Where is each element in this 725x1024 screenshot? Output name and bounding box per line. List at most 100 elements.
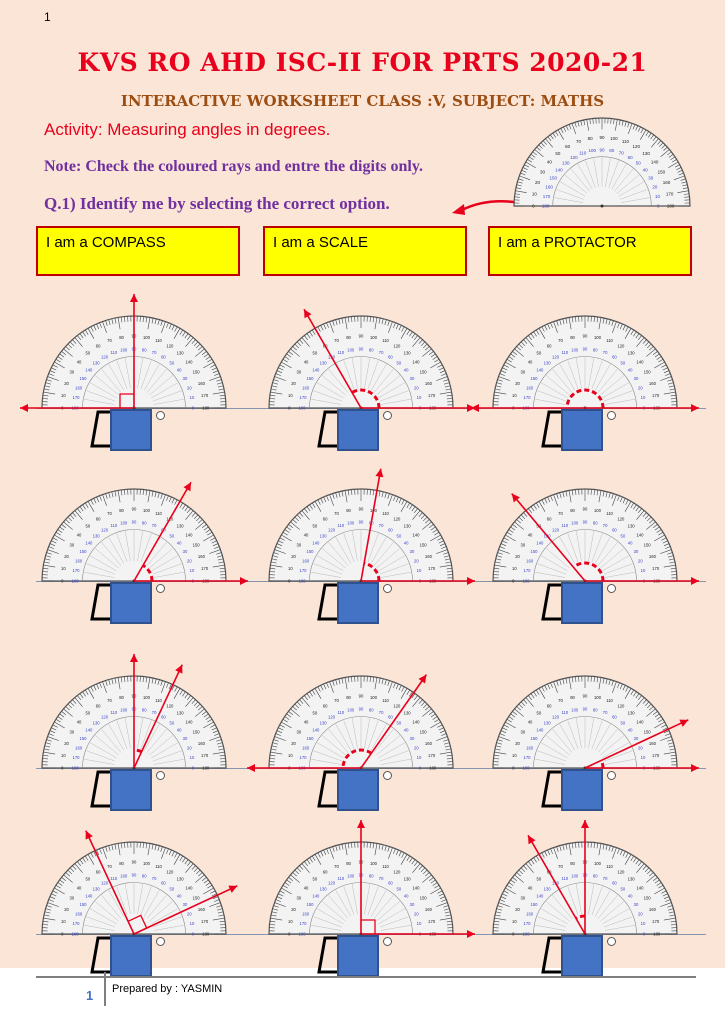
answer-input[interactable] xyxy=(337,769,379,811)
protractor-guide xyxy=(101,895,122,919)
answer-check-radio[interactable] xyxy=(383,937,392,946)
answer-input[interactable] xyxy=(561,582,603,624)
protractor-tick xyxy=(565,677,568,684)
protractor-tick xyxy=(630,689,635,695)
option-protractor[interactable]: I am a PROTACTOR xyxy=(488,226,692,276)
protractor-tick xyxy=(544,685,548,691)
answer-check-radio[interactable] xyxy=(383,411,392,420)
protractor-guide xyxy=(537,916,567,928)
protractor-tick xyxy=(171,325,175,331)
page-title: KVS RO AHD ISC-II FOR PRTS 2020-21 xyxy=(77,48,648,77)
protractor-outer-label: 140 xyxy=(412,532,420,537)
protractor-tick xyxy=(557,129,564,140)
protractor-inner-label: 170 xyxy=(543,194,551,199)
protractor-guide xyxy=(602,382,629,399)
answer-check-radio[interactable] xyxy=(156,937,165,946)
answer-check-radio[interactable] xyxy=(156,771,165,780)
protractor-tick xyxy=(276,896,283,900)
option-scale[interactable]: I am a SCALE xyxy=(263,226,467,276)
protractor-guide xyxy=(379,563,409,575)
protractor-guide xyxy=(567,533,579,563)
protractor-outer-label: 40 xyxy=(528,532,533,537)
protractor-guide xyxy=(149,548,173,569)
protractor-outer-label: 80 xyxy=(570,861,575,866)
answer-input[interactable] xyxy=(561,769,603,811)
protractor-guide xyxy=(559,181,586,197)
answer-check-radio[interactable] xyxy=(383,771,392,780)
protractor-tick xyxy=(292,519,297,524)
protractor-tick xyxy=(525,697,534,707)
protractor-tick xyxy=(640,129,647,140)
protractor-inner-label: 50 xyxy=(397,533,402,538)
protractor-tick xyxy=(439,564,452,568)
protractor-tick xyxy=(432,356,438,360)
answer-input[interactable] xyxy=(337,409,379,451)
protractor-tick xyxy=(401,686,405,692)
angle-ray-arrowhead xyxy=(467,577,475,585)
protractor-inner-label: 10 xyxy=(641,395,646,400)
protractor-tick xyxy=(677,190,689,194)
answer-check-radio[interactable] xyxy=(607,771,616,780)
protractor-tick xyxy=(187,861,191,867)
answer-input[interactable] xyxy=(110,769,152,811)
angle-ray-arrowhead xyxy=(581,820,589,828)
protractor-tick xyxy=(644,701,650,706)
protractor-outer-label: 100 xyxy=(594,861,602,866)
answer-input[interactable] xyxy=(337,935,379,977)
protractor-outer-label: 10 xyxy=(61,919,66,924)
protractor-outer-label: 30 xyxy=(70,543,75,548)
answer-input[interactable] xyxy=(337,582,379,624)
protractor-tick xyxy=(279,890,285,894)
protractor-inner-label: 180 xyxy=(72,578,80,583)
protractor-tick xyxy=(63,708,73,717)
protractor-tick xyxy=(534,149,544,158)
protractor-tick xyxy=(412,863,421,873)
answer-input[interactable] xyxy=(561,935,603,977)
answer-stand xyxy=(90,410,110,448)
answer-input[interactable] xyxy=(110,935,152,977)
answer-check-radio[interactable] xyxy=(383,584,392,593)
protractor-tick xyxy=(201,711,207,715)
protractor-tick xyxy=(47,902,59,907)
protractor-tick xyxy=(378,317,381,324)
protractor-tick xyxy=(203,353,209,358)
answer-check-radio[interactable] xyxy=(607,937,616,946)
answer-input[interactable] xyxy=(110,409,152,451)
protractor-tick xyxy=(211,540,217,544)
answer-check-radio[interactable] xyxy=(156,584,165,593)
page-number-top: 1 xyxy=(44,10,51,24)
protractor-tick xyxy=(398,325,402,331)
protractor-tick xyxy=(497,905,503,908)
protractor-inner-label: 70 xyxy=(379,350,384,355)
protractor-outer-label: 30 xyxy=(521,370,526,375)
protractor-guide xyxy=(313,916,343,928)
protractor-tick xyxy=(414,861,418,867)
answer-check-radio[interactable] xyxy=(156,411,165,420)
protractor-tick xyxy=(430,361,441,369)
protractor-outer-label: 130 xyxy=(177,876,185,881)
protractor-guide xyxy=(376,901,400,922)
protractor-tick xyxy=(173,688,181,699)
answer-check-radio[interactable] xyxy=(607,411,616,420)
protractor-tick xyxy=(184,333,189,339)
protractor-tick xyxy=(562,318,565,325)
protractor-inner-label: 160 xyxy=(302,385,310,390)
answer-input[interactable] xyxy=(110,582,152,624)
answer-check-radio[interactable] xyxy=(607,584,616,593)
protractor-tick xyxy=(493,924,500,926)
protractor-tick xyxy=(406,329,411,335)
protractor-tick xyxy=(395,683,399,690)
protractor-tick xyxy=(571,489,574,496)
protractor-tick xyxy=(195,348,205,357)
answer-stand xyxy=(541,770,561,808)
protractor-tick xyxy=(278,367,284,371)
answer-input[interactable] xyxy=(561,409,603,451)
protractor-inner-label: 100 xyxy=(571,873,579,878)
protractor-tick xyxy=(284,356,290,360)
protractor-tick xyxy=(212,751,225,755)
protractor-tick xyxy=(503,364,509,368)
protractor-inner-label: 180 xyxy=(299,931,307,936)
option-compass[interactable]: I am a COMPASS xyxy=(36,226,240,276)
protractor-guide xyxy=(594,537,611,564)
protractor-tick xyxy=(523,339,528,344)
